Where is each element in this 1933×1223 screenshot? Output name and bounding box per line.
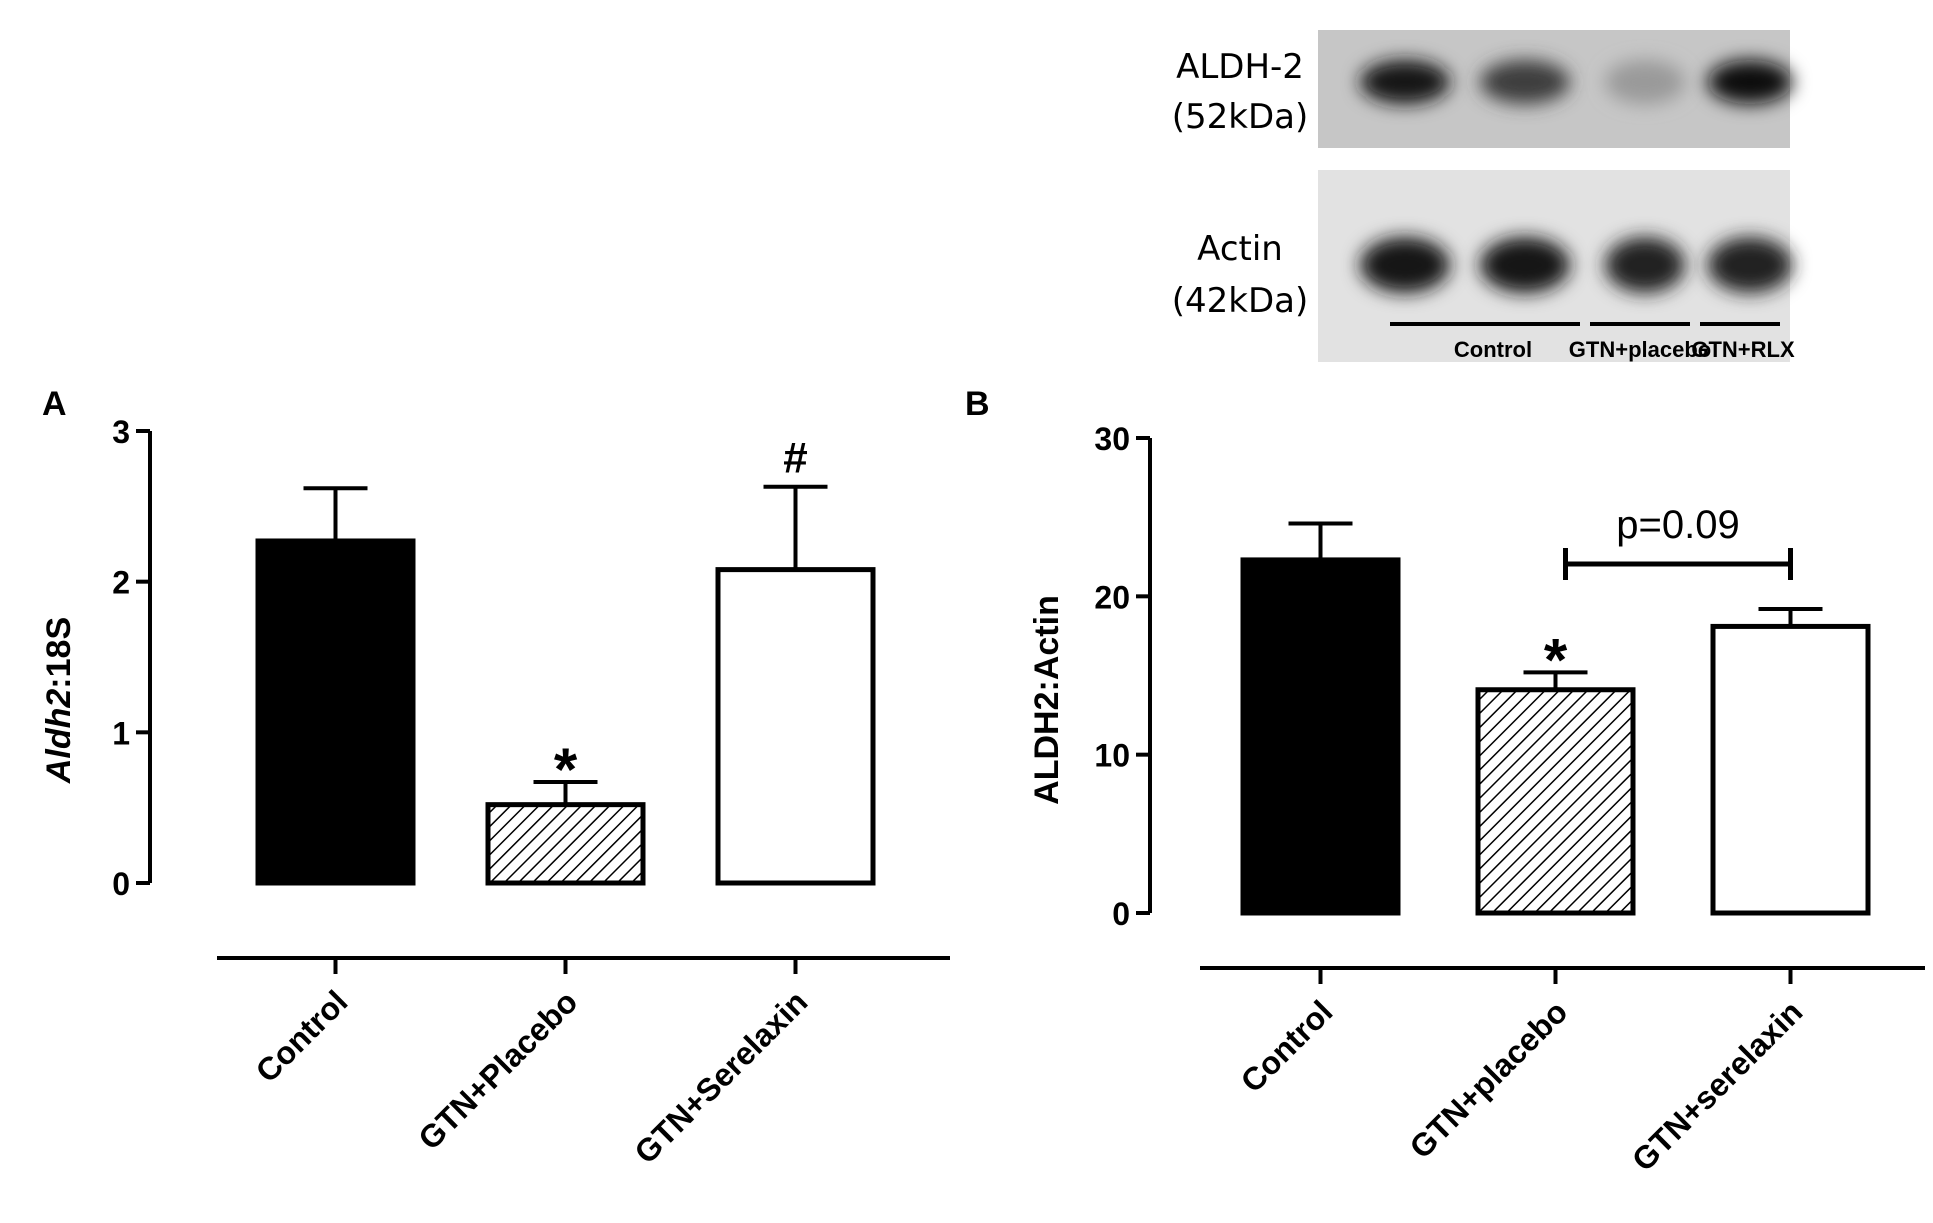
y-tick-label: 20 [1094, 579, 1130, 615]
blot-band1-size: (52kDa) [1172, 97, 1309, 137]
y-tick-label: 1 [112, 715, 130, 751]
blot-band-1-lane-2 [1480, 60, 1570, 104]
significance-marker: * [1544, 626, 1568, 693]
significance-marker: * [554, 736, 578, 803]
chart-panel-b: B ALDH2:Actin 0 10 20 30 Control * GTN+placebo… [965, 385, 1925, 1178]
blot-group-rlx: GTN+RLX [1691, 337, 1795, 362]
blot-band-2-lane-3 [1605, 237, 1685, 293]
panel-label-b: B [965, 385, 990, 423]
blot-band2-size: (42kDa) [1172, 281, 1309, 321]
x-tick-label: Control [1234, 993, 1340, 1099]
bar-3 [715, 567, 876, 886]
blot-band1-name: ALDH-2 [1176, 47, 1304, 87]
comparison-label: p=0.09 [1616, 503, 1739, 547]
bar-2 [1475, 687, 1636, 916]
bar-2 [485, 802, 646, 886]
y-tick-label: 3 [112, 414, 130, 450]
y-tick-label: 10 [1094, 738, 1130, 774]
bar-3 [1710, 623, 1871, 916]
blot-band-1-lane-4 [1707, 60, 1793, 104]
y-tick-label: 2 [112, 565, 130, 601]
x-tick-label: GTN+Placebo [411, 983, 584, 1156]
blot-band-1-lane-1 [1360, 60, 1450, 104]
y-tick-label: 0 [1112, 896, 1130, 932]
blot-band-2-lane-1 [1360, 237, 1450, 293]
chart-panel-a: A Aldh2:18S 0 1 2 3 Control * GTN+Placebo # GTN+… [40, 385, 950, 1171]
significance-marker: # [783, 434, 807, 483]
blot-group-placebo: GTN+placebo [1569, 337, 1711, 362]
blot-band-1-lane-3 [1605, 60, 1685, 104]
y-axis-label-b: ALDH2:Actin [1028, 595, 1066, 805]
blot-band2-name: Actin [1197, 229, 1283, 269]
blot-band-2-lane-4 [1707, 237, 1793, 293]
x-tick-label: Control [249, 983, 355, 1089]
x-tick-label: GTN+placebo [1403, 993, 1575, 1165]
bar-1 [1240, 557, 1401, 916]
bar-1 [255, 538, 416, 886]
blot-band-2-lane-2 [1480, 237, 1570, 293]
panel-label-a: A [42, 385, 67, 423]
y-axis-label-a: Aldh2:18S [40, 617, 78, 784]
x-tick-label: GTN+serelaxin [1625, 993, 1810, 1178]
y-tick-label: 30 [1094, 421, 1130, 457]
x-tick-label: GTN+Serelaxin [627, 983, 814, 1170]
blot-group-control: Control [1454, 337, 1532, 362]
y-tick-label: 0 [112, 866, 130, 902]
western-blot: ALDH-2 (52kDa) Actin (42kDa) Control GTN… [1172, 30, 1795, 362]
